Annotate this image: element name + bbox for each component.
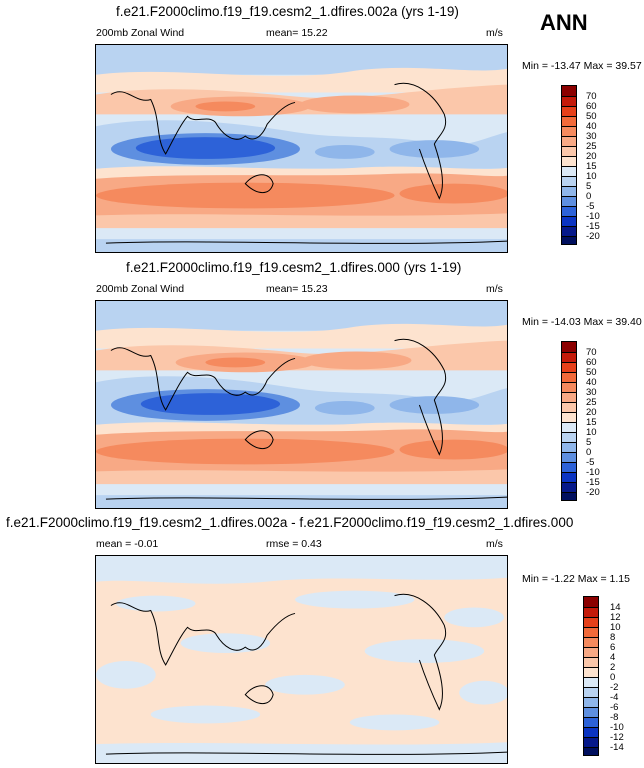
panel-2-cbar-label: 5 [586,437,592,448]
panel-1-cbar-label: -10 [586,211,600,222]
panel-3-cbar-label: -14 [610,742,624,753]
panel-1-mean: mean= 15.22 [266,27,328,39]
panel-2-title: f.e21.F2000climo.f19_f19.cesm2_1.dfires.… [126,260,462,275]
panel-3-cbar-label: 8 [610,632,616,643]
panel-1-colorbar [561,85,577,245]
panel-2-cbar-label: 60 [586,357,597,368]
panel-1-cbar-label: 0 [586,191,592,202]
panel-3-cbar-label: 2 [610,662,616,673]
panel-1-cbar-label: 5 [586,181,592,192]
panel-2-cbar-label: 10 [586,427,597,438]
panel-1-minmax: Min = -13.47 Max = 39.57 [522,60,642,72]
panel-3-cbar-label: 10 [610,622,621,633]
panel-2-cbar-label: 25 [586,397,597,408]
panel-3-rmse: rmse = 0.43 [266,538,322,550]
panel-1-cbar-label: 70 [586,91,597,102]
panel-2-mean: mean= 15.23 [266,283,328,295]
panel-3-cbar-label: 0 [610,672,616,683]
panel-2-variable-label: 200mb Zonal Wind [96,283,185,295]
panel-1-map [95,44,508,253]
panel-1-cbar-label: -15 [586,221,600,232]
panel-3-minmax: Min = -1.22 Max = 1.15 [522,573,630,585]
panel-1-contours [96,45,507,252]
season-label: ANN [540,10,588,35]
panel-2-cbar-label: -10 [586,467,600,478]
panel-1-cbar-label: 50 [586,111,597,122]
panel-2-cbar-label: 70 [586,347,597,358]
panel-1-cbar-label: 25 [586,141,597,152]
panel-3-map [95,555,508,764]
panel-3-cbar-label: -10 [610,722,624,733]
panel-2-contours [96,301,507,508]
panel-3-contours [96,556,507,763]
panel-1-units: m/s [486,27,503,39]
panel-3-cbar-label: 14 [610,602,621,613]
panel-1-cbar-label: 60 [586,101,597,112]
panel-2-minmax: Min = -14.03 Max = 39.40 [522,316,642,328]
panel-1-cbar-label: 15 [586,161,597,172]
panel-2-cbar-label: -20 [586,487,600,498]
panel-2-colorbar [561,341,577,501]
panel-3-title: f.e21.F2000climo.f19_f19.cesm2_1.dfires.… [6,515,574,530]
panel-3-cbar-label: -12 [610,732,624,743]
panel-2-cbar-label: 40 [586,377,597,388]
panel-3-cbar-label: 12 [610,612,621,623]
panel-1-variable-label: 200mb Zonal Wind [96,27,185,39]
panel-3-cbar-label: 4 [610,652,616,663]
panel-2-units: m/s [486,283,503,295]
panel-2-cbar-label: 30 [586,387,597,398]
panel-2-cbar-label: 20 [586,407,597,418]
panel-3-units: m/s [486,538,503,550]
panel-1-cbar-label: -20 [586,231,600,242]
panel-3-cbar-label: 6 [610,642,616,653]
panel-1-cbar-label: 30 [586,131,597,142]
panel-3-cbar-label: -8 [610,712,619,723]
panel-1-cbar-label: -5 [586,201,595,212]
panel-3-mean: mean = -0.01 [96,538,159,550]
panel-2-cbar-label: -15 [586,477,600,488]
panel-3-colorbar [583,596,599,756]
panel-2-map [95,300,508,509]
panel-3-cbar-label: -2 [610,682,619,693]
panel-2-cbar-label: 15 [586,417,597,428]
panel-1-cbar-label: 20 [586,151,597,162]
panel-3-cbar-label: -4 [610,692,619,703]
panel-2-cbar-label: -5 [586,457,595,468]
panel-3-cbar-label: -6 [610,702,619,713]
panel-1-cbar-label: 40 [586,121,597,132]
panel-2-cbar-label: 50 [586,367,597,378]
panel-1-title: f.e21.F2000climo.f19_f19.cesm2_1.dfires.… [116,4,459,19]
panel-1-cbar-label: 10 [586,171,597,182]
panel-2-cbar-label: 0 [586,447,592,458]
